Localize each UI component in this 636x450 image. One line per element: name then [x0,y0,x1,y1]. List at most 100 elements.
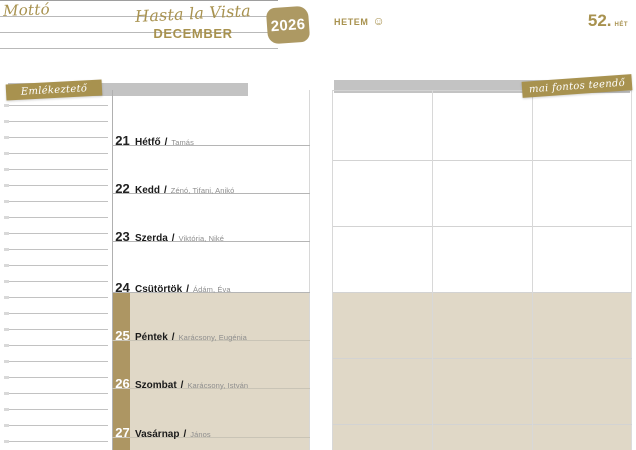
day-number: 21 [115,133,130,148]
weekend-gold-strip [113,292,130,450]
notes-line[interactable] [4,232,108,235]
todo-grid-cell[interactable] [333,161,432,225]
todo-weekend-shading [332,292,632,450]
week-number: 52. [587,11,612,30]
notes-line[interactable] [4,328,108,331]
day-label: 26 Szombat / Karácsony, István [114,376,248,391]
notes-line[interactable] [4,424,108,427]
todo-grid-cell[interactable] [433,227,532,291]
day-rule [112,193,310,194]
todo-grid-cell[interactable] [433,91,532,159]
todo-grid-row-line [332,358,632,359]
todo-grid-cell[interactable] [333,91,432,159]
motto-line[interactable] [0,48,278,49]
notes-line[interactable] [4,120,108,123]
day-number: 22 [115,181,130,196]
notes-line[interactable] [4,104,108,107]
day-separator: / [164,137,168,148]
todo-grid-col-line [532,90,533,450]
day-separator: / [186,284,190,295]
day-rule [112,292,310,293]
todo-grid-cell[interactable] [533,161,632,225]
todo-grid-cell[interactable] [333,293,432,357]
todo-grid-panel [332,90,632,450]
day-rule [112,145,310,146]
todo-grid-cell[interactable] [433,161,532,225]
day-row[interactable]: 26 Szombat / Karácsony, István [112,376,310,391]
todo-grid-cell[interactable] [533,91,632,159]
todo-grid-col-line [432,90,433,450]
notes-line[interactable] [4,152,108,155]
day-number: 25 [115,328,130,343]
day-row[interactable]: 27 Vasárnap / János [112,425,310,440]
notes-line[interactable] [4,296,108,299]
todo-grid-row-line [332,226,632,227]
day-label: 24 Csütörtök / Ádám, Éva [114,280,231,295]
notes-line[interactable] [4,264,108,267]
todo-grid-cell[interactable] [533,359,632,423]
day-weekday-name: Kedd [135,185,160,196]
day-rule [112,388,310,389]
day-number: 27 [115,425,130,440]
motto-line[interactable] [0,16,278,17]
motto-line[interactable] [0,32,278,33]
notes-line[interactable] [4,184,108,187]
weekend-shading [113,292,309,450]
todo-grid-col-line [332,90,333,450]
day-row[interactable]: 22 Kedd / Zénó, Tifani, Anikó [112,181,310,196]
day-weekday-name: Péntek [135,332,168,343]
reminder-notes-panel[interactable] [0,95,110,450]
day-namedays: János [190,430,211,439]
notes-line[interactable] [4,344,108,347]
notes-line[interactable] [4,440,108,443]
day-rule [112,437,310,438]
todo-grid-cell[interactable] [533,293,632,357]
day-label: 22 Kedd / Zénó, Tifani, Anikó [114,181,234,196]
day-weekday-name: Szerda [135,233,168,244]
todo-grid-cell[interactable] [433,293,532,357]
day-row[interactable]: 23 Szerda / Viktória, Niké [112,229,310,244]
motto-line[interactable] [0,0,278,1]
day-namedays: Zénó, Tifani, Anikó [170,186,235,195]
month-name: December [153,22,233,43]
day-separator: / [171,332,175,343]
day-label: 21 Hétfő / Tamás [114,133,194,148]
day-namedays: Karácsony, István [187,381,249,390]
notes-line[interactable] [4,392,108,395]
notes-line[interactable] [4,408,108,411]
hetem-text: hetem [334,13,369,28]
notes-line[interactable] [4,200,108,203]
day-namedays: Viktória, Niké [178,234,225,243]
day-row[interactable]: 21 Hétfő / Tamás [112,133,310,148]
day-label: 25 Péntek / Karácsony, Eugénia [114,328,247,343]
todo-grid-cell[interactable] [533,227,632,291]
days-frame [112,90,310,450]
day-weekday-name: Vasárnap [135,429,180,440]
week-number-block: 52. hét [588,11,628,31]
notes-line[interactable] [4,360,108,363]
day-separator: / [171,233,175,244]
notes-line[interactable] [4,168,108,171]
day-number: 23 [115,229,130,244]
smiley-icon: ☺ [372,13,386,28]
notes-line[interactable] [4,136,108,139]
day-separator: / [164,185,167,196]
todo-grid-cell[interactable] [433,359,532,423]
day-weekday-name: Csütörtök [135,284,183,295]
notes-line[interactable] [4,248,108,251]
year-badge: 2026 [265,5,311,45]
day-namedays: Ádám, Éva [193,285,231,294]
notes-line[interactable] [4,216,108,219]
notes-line[interactable] [4,280,108,283]
day-separator: / [180,380,184,391]
day-row[interactable]: 25 Péntek / Karácsony, Eugénia [112,328,310,343]
notes-line[interactable] [4,376,108,379]
todo-grid-cell[interactable] [333,359,432,423]
month-title-block: Hasta la Vista December [118,1,268,44]
days-panel: 21 Hétfő / Tamás 22 Kedd / Zénó, Tifani, Anikó 2… [112,90,310,450]
day-row[interactable]: 24 Csütörtök / Ádám, Éva [112,280,310,295]
todo-grid-cell[interactable] [333,227,432,291]
notes-line[interactable] [4,312,108,315]
todo-grid-row-line [332,90,632,91]
